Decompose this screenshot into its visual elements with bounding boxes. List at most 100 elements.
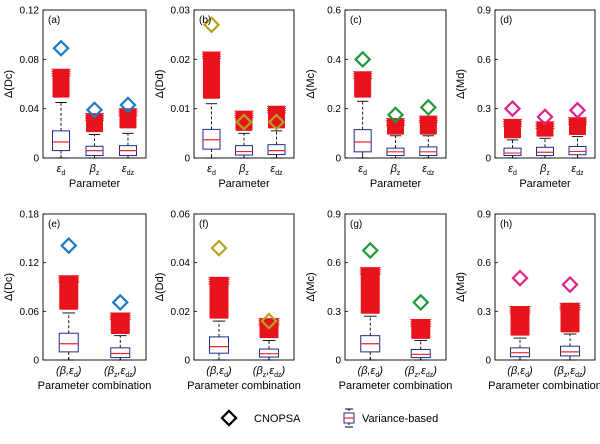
panel-e: 0 0.06 0.12 0.18 (e) Δ(Dc) (β,εd) (βz,εdz)Param… — [3, 210, 151, 393]
box-iqr — [536, 146, 554, 157]
y-tick-label: 0.12 — [20, 6, 40, 17]
y-tick-label: 0 — [335, 154, 341, 165]
outlier-cluster — [209, 277, 229, 319]
y-tick-label: 0.9 — [477, 6, 491, 17]
box-2 — [386, 118, 405, 159]
box-1 — [51, 68, 71, 159]
box-2 — [258, 318, 280, 361]
x-category-label: εdz — [270, 163, 283, 177]
box-1 — [359, 267, 381, 361]
legend-cnopsa-marker — [220, 409, 238, 427]
x-category-label: εd — [207, 163, 216, 177]
x-category-label: βz — [238, 163, 249, 177]
x-category-label: βz — [539, 163, 550, 177]
y-tick-label: 0.02 — [171, 307, 191, 318]
cnopsa-diamond — [412, 293, 430, 312]
box-2 — [410, 318, 432, 361]
box-iqr — [110, 347, 131, 359]
panel-f: 0 0.02 0.04 0.06 (f) Δ(Dd) (β,εd) (βz,εdz)Param… — [154, 210, 301, 393]
x-category-label: (β,εd) — [56, 365, 82, 379]
x-category-label: εdz — [571, 163, 584, 177]
y-tick-label: 0.3 — [477, 104, 491, 115]
outlier-cluster — [59, 275, 79, 310]
panel-label: (a) — [48, 15, 60, 26]
cnopsa-diamond — [60, 237, 78, 255]
x-category-label: (βz,εdz) — [253, 365, 286, 379]
y-tick-label: 0.3 — [327, 307, 341, 318]
cnopsa-diamond — [260, 312, 278, 330]
cnopsa-diamond — [267, 113, 286, 131]
x-category-label: βz — [89, 163, 100, 177]
y-tick-label: 0.6 — [327, 258, 341, 269]
box-3 — [568, 117, 587, 159]
box-iqr — [560, 345, 580, 357]
cnopsa-diamond — [503, 100, 522, 118]
box-2 — [234, 110, 254, 159]
cnopsa-diamond — [354, 50, 372, 68]
cnopsa-diamond — [235, 113, 253, 131]
box-2 — [559, 302, 581, 361]
x-category-label: εdz — [422, 163, 435, 177]
cnopsa-diamond — [202, 16, 221, 34]
x-axis-label: Parameter — [519, 178, 571, 190]
y-tick-label: 0.9 — [477, 210, 491, 221]
y-tick-label: 0.01 — [171, 104, 191, 115]
y-tick-label: 0 — [33, 154, 39, 165]
cnopsa-diamond — [419, 98, 437, 117]
y-axis-label: Δ(Md) — [455, 69, 467, 99]
x-category-label: εdz — [122, 163, 135, 177]
panel-label: (e) — [48, 219, 60, 230]
legend: CNOPSA Variance-based — [220, 408, 438, 428]
y-tick-label: 0.3 — [477, 307, 491, 318]
x-axis-label: Parameter — [218, 178, 270, 190]
panel-h: 0 0.3 0.6 0.9 (h) Δ(Md) (β,εd) (βz,εdz)Paramete… — [455, 210, 600, 393]
plot-frame — [494, 213, 596, 361]
y-tick-label: 0.02 — [171, 55, 191, 66]
y-tick-label: 0 — [184, 356, 190, 367]
x-axis-label: Parameter — [69, 178, 121, 190]
box-1 — [353, 71, 373, 159]
cnopsa-diamond — [111, 293, 129, 312]
y-axis-label: Δ(Dd) — [154, 273, 166, 302]
y-tick-label: 0.06 — [20, 307, 40, 318]
y-tick-label: 0 — [485, 154, 491, 165]
y-axis-label: Δ(Md) — [455, 272, 467, 302]
x-category-label: εd — [57, 163, 66, 177]
panel-label: (d) — [500, 15, 512, 26]
legend-variance-marker — [343, 408, 355, 428]
y-tick-label: 0.18 — [20, 210, 40, 221]
y-tick-label: 0.6 — [477, 55, 491, 66]
cnopsa-diamond — [210, 239, 228, 257]
box-iqr — [267, 144, 286, 156]
y-tick-label: 0 — [335, 356, 341, 367]
box-2 — [535, 121, 555, 159]
panel-label: (f) — [199, 219, 208, 230]
y-tick-label: 0 — [184, 154, 190, 165]
y-tick-label: 0.12 — [20, 258, 40, 269]
plot-frame — [42, 213, 147, 361]
box-iqr — [353, 129, 372, 153]
y-tick-label: 0.6 — [327, 6, 341, 17]
y-tick-label: 0.03 — [171, 6, 191, 17]
box-2 — [85, 113, 104, 159]
y-tick-label: 0.2 — [327, 104, 341, 115]
cnopsa-diamond — [386, 106, 405, 124]
plot-frame — [193, 213, 295, 361]
panel-label: (g) — [350, 219, 362, 230]
box-2 — [109, 312, 131, 361]
y-tick-label: 0 — [485, 356, 491, 367]
y-axis-label: Δ(Dc) — [3, 70, 15, 98]
box-iqr — [259, 348, 279, 358]
x-category-label: (βz,εdz) — [405, 365, 438, 379]
box-iqr — [52, 130, 71, 152]
legend-cnopsa-label: CNOPSA — [254, 413, 301, 425]
x-axis-label: Parameter combination — [339, 380, 453, 392]
y-axis-label: Δ(Mc) — [305, 69, 317, 98]
panel-g: 0 0.3 0.6 0.9 (g) Δ(Mc) (β,εd) (βz,εdz)Paramete… — [305, 210, 452, 393]
cnopsa-diamond — [561, 275, 579, 294]
legend-variance-label: Variance-based — [362, 413, 438, 425]
cnopsa-diamond — [536, 108, 554, 126]
outlier-cluster — [560, 303, 580, 333]
